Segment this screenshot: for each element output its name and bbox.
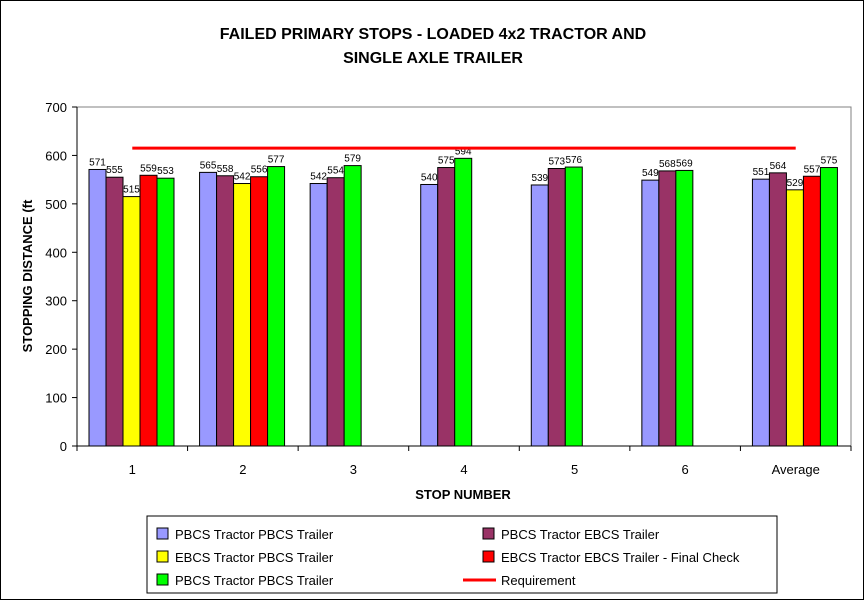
- x-tick-label: 5: [571, 462, 578, 477]
- data-label: 515: [123, 185, 140, 196]
- y-tick-label: 500: [45, 197, 67, 212]
- bar: [326, 177, 345, 447]
- data-label: 529: [787, 178, 804, 189]
- x-tick-label: 6: [682, 462, 689, 477]
- data-label: 575: [821, 156, 838, 167]
- bar: [139, 174, 158, 447]
- data-label: 553: [157, 166, 174, 177]
- bar: [156, 177, 175, 447]
- y-axis-title: STOPPING DISTANCE (ft: [20, 199, 35, 352]
- bar: [454, 157, 473, 447]
- data-label: 559: [140, 163, 157, 174]
- chart-title-line-1: FAILED PRIMARY STOPS - LOADED 4x2 TRACTO…: [220, 26, 646, 43]
- data-label: 542: [310, 172, 327, 183]
- legend-label: Requirement: [501, 573, 576, 588]
- data-label: 569: [676, 158, 693, 169]
- y-tick-label: 400: [45, 245, 67, 260]
- bar: [233, 183, 252, 447]
- data-label: 575: [438, 156, 455, 167]
- bar: [641, 179, 660, 447]
- y-tick-label: 100: [45, 391, 67, 406]
- bar: [250, 176, 269, 447]
- data-label: 565: [200, 160, 217, 171]
- data-label: 594: [455, 146, 472, 157]
- bar: [122, 196, 141, 447]
- bar: [785, 189, 804, 447]
- x-axis-tick-labels: 1 2 3 4 5 6 Average: [129, 462, 820, 477]
- data-label: 549: [642, 168, 659, 179]
- x-axis-title: STOP NUMBER: [415, 487, 511, 502]
- data-label: 568: [659, 159, 676, 170]
- data-label: 556: [251, 165, 268, 176]
- legend-label: PBCS Tractor EBCS Trailer: [501, 527, 660, 542]
- data-label: 571: [89, 157, 106, 168]
- x-tick-label: 2: [239, 462, 246, 477]
- y-tick-label: 700: [45, 100, 67, 115]
- bar: [658, 170, 677, 447]
- legend-label: EBCS Tractor PBCS Trailer: [175, 550, 334, 565]
- y-tick-label: 0: [60, 439, 67, 454]
- legend-label: PBCS Tractor PBCS Trailer: [175, 527, 334, 542]
- data-label: 540: [421, 172, 438, 183]
- y-tick-label: 300: [45, 294, 67, 309]
- data-label: 551: [753, 167, 770, 178]
- bar: [437, 167, 456, 447]
- bar: [420, 183, 439, 447]
- legend-label: PBCS Tractor PBCS Trailer: [175, 573, 334, 588]
- data-label: 555: [106, 165, 123, 176]
- y-tick-label: 600: [45, 148, 67, 163]
- bar: [547, 168, 566, 447]
- bar: [564, 166, 583, 447]
- legend-swatch: [482, 550, 495, 563]
- y-axis-tick-labels: 0 100 200 300 400 500 600 700: [45, 100, 67, 454]
- legend-swatch: [156, 550, 169, 563]
- bar: [343, 165, 362, 447]
- data-label: 542: [234, 172, 251, 183]
- bar: [309, 183, 328, 447]
- bar: [751, 178, 770, 447]
- data-label: 557: [804, 164, 821, 175]
- legend-swatch: [482, 527, 495, 540]
- data-label: 576: [565, 155, 582, 166]
- x-tick-label: Average: [772, 462, 820, 477]
- bar: [267, 166, 286, 447]
- bar: [199, 171, 218, 447]
- x-tick-label: 3: [350, 462, 357, 477]
- chart-title-line-2: SINGLE AXLE TRAILER: [343, 50, 523, 67]
- bar: [88, 168, 107, 447]
- bar: [802, 175, 821, 447]
- x-tick-label: 1: [129, 462, 136, 477]
- data-label: 558: [217, 164, 234, 175]
- data-label: 573: [548, 157, 565, 168]
- data-label: 539: [531, 173, 548, 184]
- data-label: 579: [344, 154, 361, 165]
- legend-swatch: [156, 573, 169, 586]
- bar: [216, 175, 235, 447]
- bar: [105, 176, 124, 447]
- bar: [768, 172, 787, 447]
- legend-box: [146, 515, 778, 594]
- data-label: 554: [327, 166, 344, 177]
- bar: [675, 169, 694, 447]
- y-tick-label: 200: [45, 342, 67, 357]
- legend-swatch: [156, 527, 169, 540]
- data-label: 564: [770, 161, 787, 172]
- bar: [530, 184, 549, 447]
- bar: [819, 167, 838, 447]
- legend: PBCS Tractor PBCS Trailer PBCS Tractor E…: [146, 515, 778, 594]
- legend-label: EBCS Tractor EBCS Trailer - Final Check: [501, 550, 740, 565]
- data-label: 577: [268, 155, 285, 166]
- x-tick-label: 4: [460, 462, 467, 477]
